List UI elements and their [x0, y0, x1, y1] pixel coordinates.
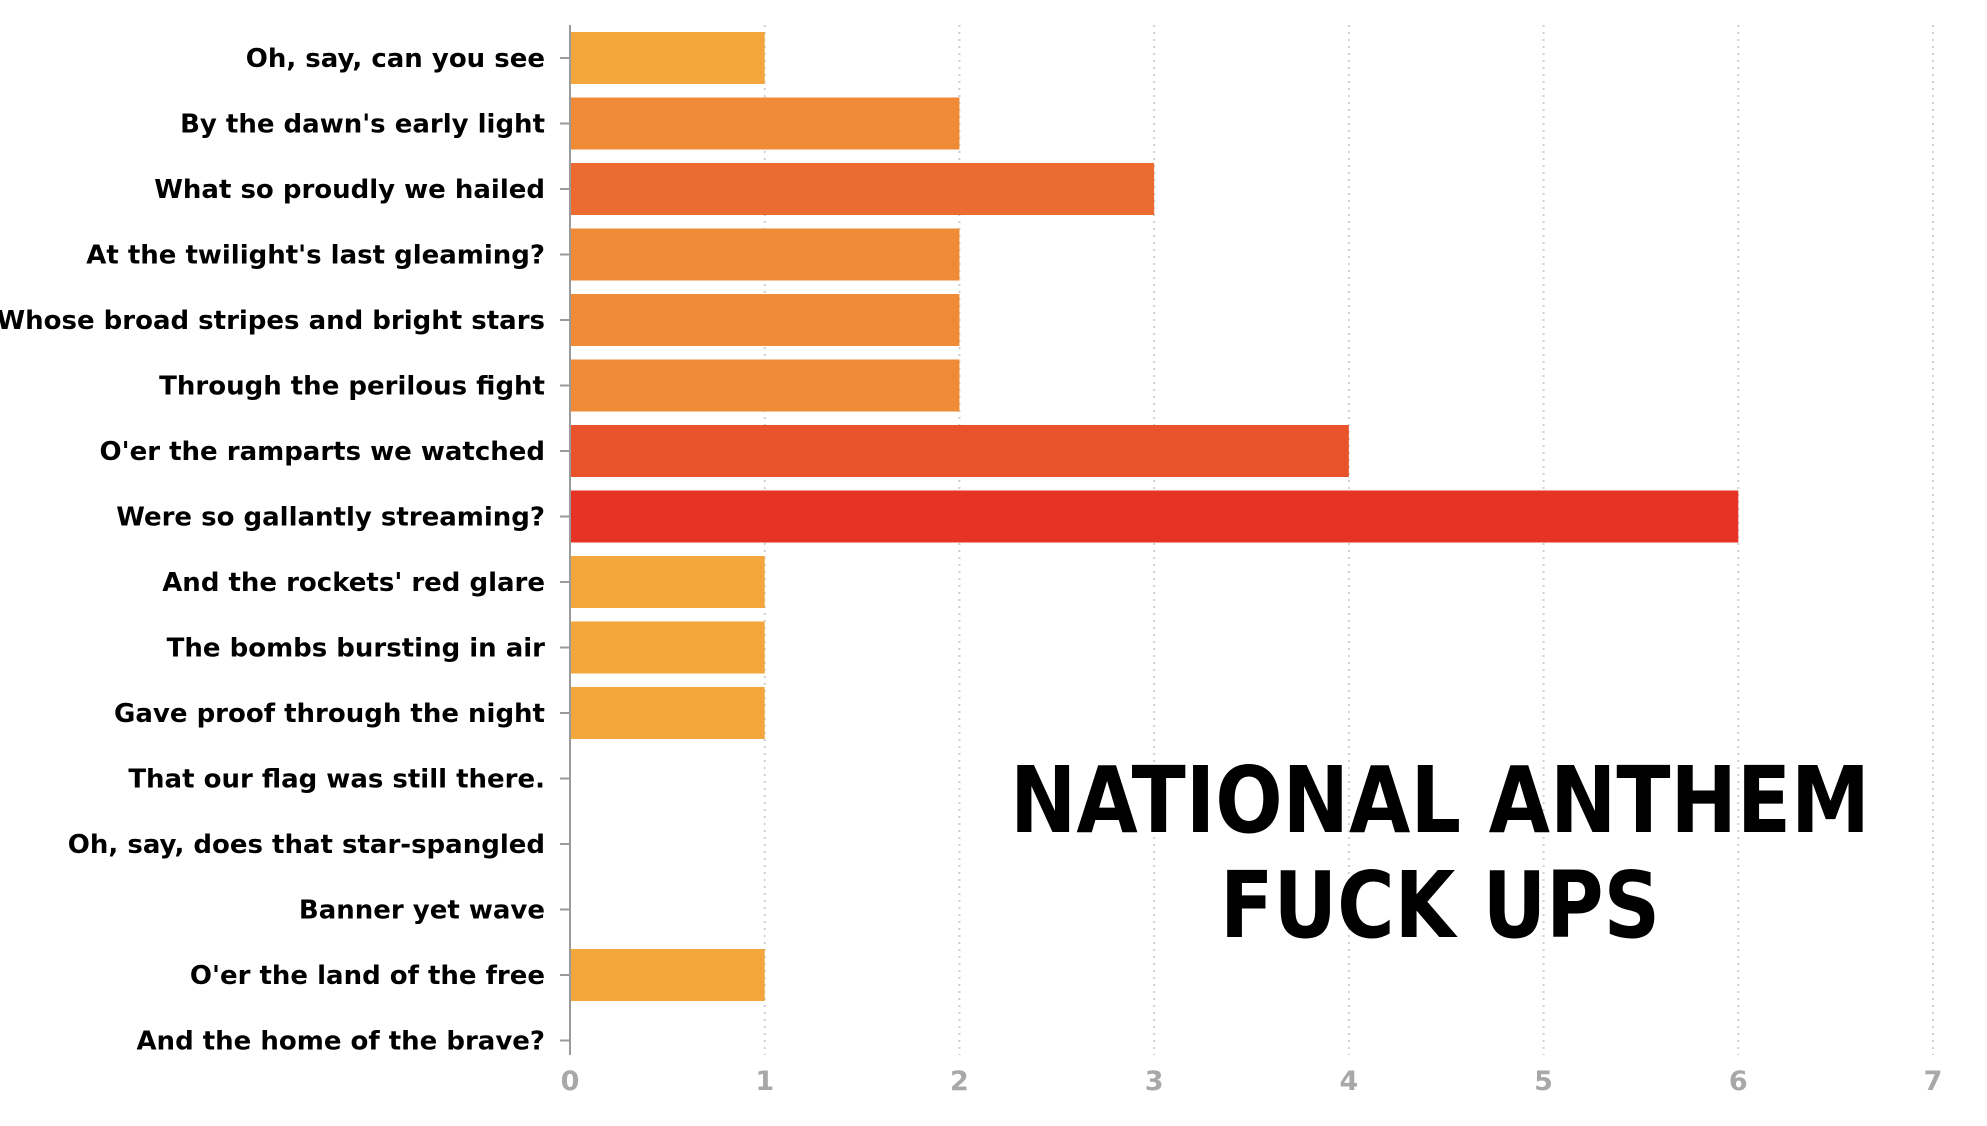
bar [570, 163, 1155, 215]
bar [570, 621, 765, 674]
x-tick-label: 5 [1534, 1066, 1553, 1097]
bar [570, 687, 765, 739]
bar [570, 556, 765, 608]
bar [570, 949, 765, 1001]
category-label: Oh, say, can you see [246, 44, 545, 74]
bar [570, 228, 960, 281]
category-label: Gave proof through the night [114, 699, 545, 729]
category-label: O'er the ramparts we watched [100, 437, 545, 467]
bar [570, 359, 960, 412]
category-label: What so proudly we hailed [154, 175, 545, 205]
x-tick-label: 0 [561, 1066, 580, 1097]
category-label: Through the perilous fight [159, 372, 545, 402]
x-tick-labels: 0 1 2 3 4 5 6 7 [561, 1066, 1943, 1097]
category-label: Were so gallantly streaming? [116, 503, 545, 533]
chart-title-line-2: FUCK UPS [1220, 852, 1660, 959]
category-label: And the rockets' red glare [162, 568, 545, 598]
bar [570, 490, 1739, 543]
chart-title: NATIONAL ANTHEM FUCK UPS [1010, 747, 1870, 959]
category-label: The bombs bursting in air [167, 634, 545, 664]
chart-title-line-1: NATIONAL ANTHEM [1010, 747, 1870, 854]
category-label: At the twilight's last gleaming? [86, 241, 545, 271]
bar [570, 425, 1349, 477]
category-label: By the dawn's early light [180, 110, 545, 140]
category-label: That our flag was still there. [128, 765, 545, 795]
bar [570, 294, 960, 346]
category-label: Banner yet wave [299, 896, 545, 926]
bar [570, 32, 765, 84]
x-tick-label: 4 [1339, 1066, 1358, 1097]
x-tick-label: 3 [1145, 1066, 1164, 1097]
axes [560, 25, 571, 1055]
bars [570, 32, 1739, 1001]
bar [570, 97, 960, 150]
category-label: O'er the land of the free [190, 961, 545, 991]
category-label: Whose broad stripes and bright stars [0, 306, 545, 336]
category-label: Oh, say, does that star-spangled [68, 830, 545, 860]
category-label: And the home of the brave? [136, 1027, 545, 1057]
x-tick-label: 6 [1729, 1066, 1748, 1097]
x-tick-label: 7 [1924, 1066, 1943, 1097]
category-labels: Oh, say, can you see By the dawn's early … [0, 44, 545, 1057]
x-tick-label: 2 [950, 1066, 969, 1097]
x-tick-label: 1 [755, 1066, 774, 1097]
